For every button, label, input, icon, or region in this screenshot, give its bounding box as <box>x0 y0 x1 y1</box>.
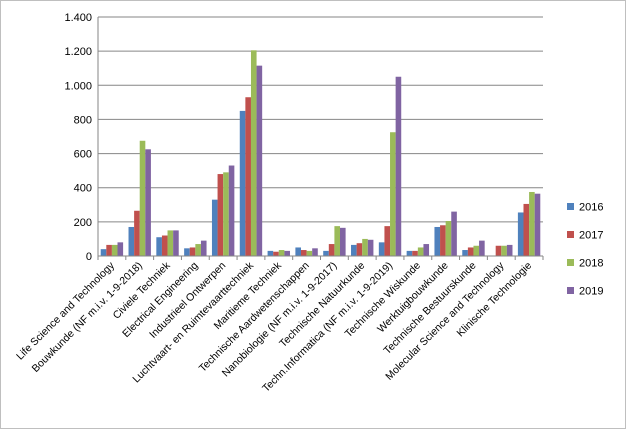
bar-2019-2 <box>145 149 151 256</box>
y-tick-label: 1.000 <box>64 80 92 92</box>
legend-label-2019: 2019 <box>579 286 603 298</box>
bar-2019-1 <box>117 242 124 256</box>
bar-2017-16 <box>523 203 530 256</box>
bar-2017-14 <box>467 247 474 256</box>
y-tick-label: 0 <box>86 251 92 263</box>
bar-2017-2 <box>134 210 140 256</box>
legend-swatch-2017 <box>567 231 574 238</box>
bar-2017-8 <box>300 250 307 256</box>
bar-2018-1 <box>111 244 118 256</box>
y-tick-label: 200 <box>74 217 92 229</box>
bar-2019-10 <box>367 239 374 256</box>
bar-2019-6 <box>256 65 263 257</box>
bar-2018-9 <box>334 226 341 256</box>
legend-swatch-2019 <box>567 287 574 294</box>
bar-2018-12 <box>417 247 424 256</box>
bar-2017-12 <box>412 250 418 256</box>
bar-2018-7 <box>278 250 285 256</box>
bar-2019-5 <box>228 165 235 256</box>
bar-2017-5 <box>217 174 224 256</box>
bar-2018-16 <box>529 191 535 256</box>
bar-2018-15 <box>501 245 507 256</box>
bar-2016-4 <box>184 248 190 256</box>
bar-2019-13 <box>451 211 457 256</box>
bar-2019-12 <box>423 244 430 256</box>
legend-label-2016: 2016 <box>579 202 603 214</box>
bar-2016-3 <box>156 237 162 256</box>
y-tick-label: 1.200 <box>64 46 92 58</box>
bar-2016-7 <box>267 250 274 256</box>
bar-2018-13 <box>445 221 452 256</box>
bar-2016-10 <box>351 244 357 256</box>
legend-swatch-2018 <box>567 259 574 266</box>
x-category-label: Bouwkunde (NF m.i.v. 1-9-2018) <box>30 260 145 375</box>
y-tick-label: 600 <box>74 149 92 161</box>
bar-2017-11 <box>384 226 391 256</box>
y-tick-label: 1.400 <box>64 12 92 24</box>
y-tick-label: 400 <box>74 183 92 195</box>
bar-2018-4 <box>195 244 201 256</box>
y-tick-label: 800 <box>74 114 92 126</box>
bar-2019-9 <box>340 227 346 256</box>
bar-2017-10 <box>356 243 363 256</box>
bar-2019-16 <box>534 193 541 256</box>
bar-2017-13 <box>440 225 446 256</box>
bar-2016-13 <box>434 226 441 256</box>
bar-2017-7 <box>273 251 279 256</box>
bar-2018-14 <box>473 245 480 256</box>
bar-2016-14 <box>462 250 468 256</box>
bar-2016-6 <box>239 110 246 257</box>
bar-2018-6 <box>250 50 257 256</box>
bar-2017-4 <box>189 247 196 256</box>
bar-2017-6 <box>245 97 251 256</box>
bar-2016-9 <box>323 250 329 256</box>
bar-2016-8 <box>295 247 301 256</box>
bar-2017-1 <box>106 244 112 256</box>
bar-2016-5 <box>211 199 218 256</box>
bar-2018-8 <box>306 250 313 256</box>
bar-2019-15 <box>506 244 513 256</box>
bar-2018-10 <box>362 238 368 256</box>
bar-2019-3 <box>173 230 179 256</box>
bar-2017-3 <box>161 235 168 256</box>
bar-2018-3 <box>167 230 174 256</box>
bar-2016-2 <box>128 226 135 256</box>
bar-2019-4 <box>200 240 207 256</box>
legend-label-2017: 2017 <box>579 230 603 242</box>
bar-2018-11 <box>390 132 396 256</box>
bar-2019-11 <box>395 76 402 256</box>
bar-2016-12 <box>406 250 413 256</box>
legend-swatch-2016 <box>567 203 574 210</box>
bar-2017-9 <box>328 244 335 256</box>
bar-2019-7 <box>284 250 290 256</box>
bar-2017-15 <box>495 245 502 256</box>
bar-2019-14 <box>479 240 485 256</box>
bar-2016-16 <box>517 212 524 256</box>
bar-2019-8 <box>312 248 318 256</box>
bar-2018-2 <box>139 140 146 256</box>
bar-2018-5 <box>223 172 229 256</box>
bar-2016-11 <box>378 242 385 256</box>
legend-label-2018: 2018 <box>579 258 603 270</box>
bar-2016-1 <box>100 249 107 256</box>
